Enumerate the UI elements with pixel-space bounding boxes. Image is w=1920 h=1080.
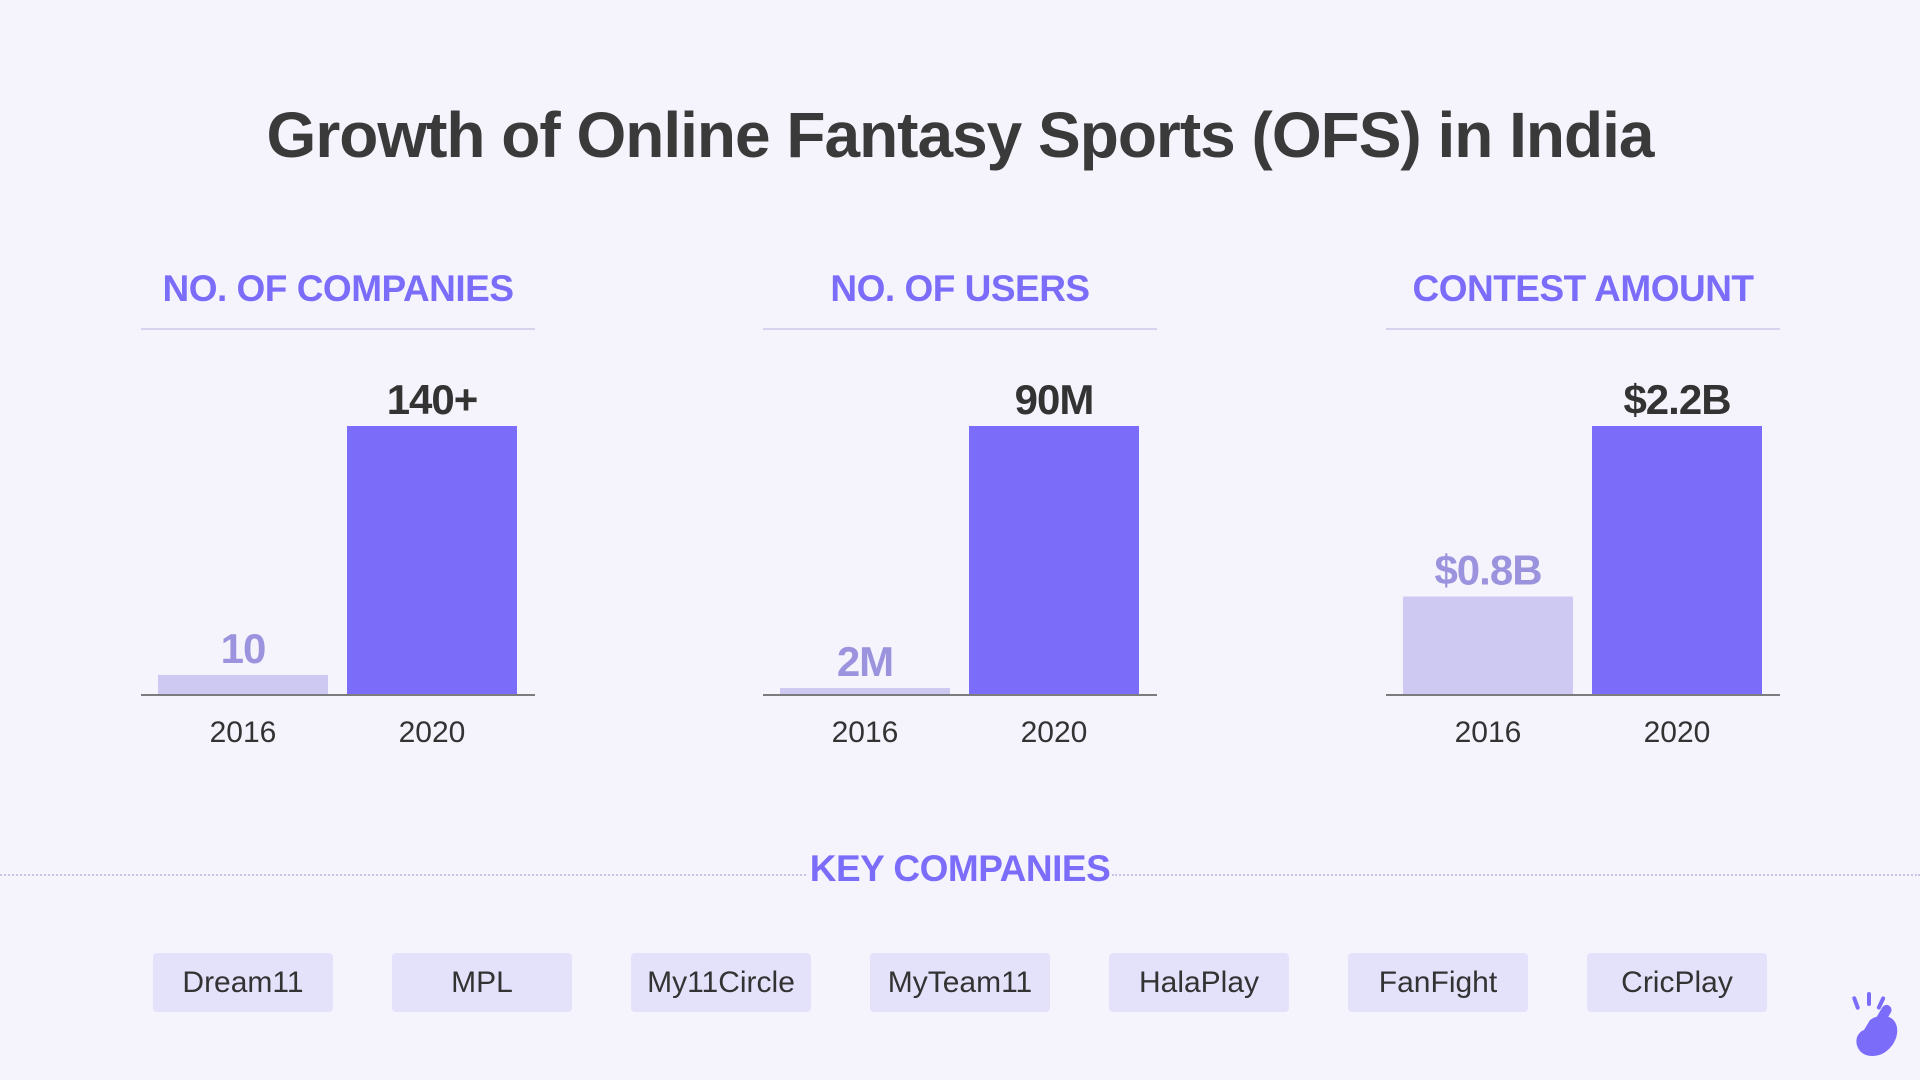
key-companies-divider-right — [1112, 874, 1920, 876]
key-companies-divider-left — [0, 874, 806, 876]
heading-divider — [763, 328, 1157, 330]
bar-chart-contest-amount: $0.8B 2016 $2.2B 2020 — [1386, 376, 1780, 749]
category-label-2016: 2016 — [832, 716, 899, 749]
company-chip: MPL — [392, 953, 572, 1012]
value-label-2020: 90M — [1015, 376, 1094, 423]
heading-divider — [141, 328, 535, 330]
chart-title: CONTEST AMOUNT — [1412, 268, 1754, 309]
chart-panel-companies: NO. OF COMPANIES 10 2016 140+ 2020 — [141, 260, 535, 760]
heading-divider — [1386, 328, 1780, 330]
value-label-2016: 10 — [221, 625, 266, 672]
bar-2020 — [969, 426, 1139, 694]
snapping-hand-icon — [1852, 992, 1898, 1056]
value-label-2016: $0.8B — [1434, 547, 1541, 594]
bar-2016 — [158, 674, 328, 694]
bar-2016 — [1403, 596, 1573, 694]
value-label-2020: 140+ — [387, 376, 478, 423]
value-label-2016: 2M — [837, 638, 893, 685]
bar-2020 — [1592, 426, 1762, 694]
company-chip: CricPlay — [1587, 953, 1767, 1012]
page-title: Growth of Online Fantasy Sports (OFS) in… — [266, 99, 1655, 171]
company-chip: FanFight — [1348, 953, 1528, 1012]
company-chip: HalaPlay — [1109, 953, 1289, 1012]
key-companies-list: Dream11 MPL My11Circle MyTeam11 HalaPlay… — [153, 953, 1767, 1012]
bar-chart-companies: 10 2016 140+ 2020 — [141, 376, 535, 749]
chart-title: NO. OF USERS — [830, 268, 1090, 309]
category-label-2020: 2020 — [1644, 716, 1711, 749]
chart-panel-contest-amount: CONTEST AMOUNT $0.8B 2016 $2.2B 2020 — [1386, 260, 1780, 760]
company-chip: Dream11 — [153, 953, 333, 1012]
category-label-2016: 2016 — [1455, 716, 1522, 749]
chart-title: NO. OF COMPANIES — [162, 268, 514, 309]
category-label-2020: 2020 — [399, 716, 466, 749]
key-companies-heading: KEY COMPANIES — [809, 848, 1111, 889]
category-label-2020: 2020 — [1021, 716, 1088, 749]
company-chip: My11Circle — [631, 953, 811, 1012]
chart-panel-users: NO. OF USERS 2M 2016 90M 2020 — [763, 260, 1157, 760]
bar-chart-users: 2M 2016 90M 2020 — [763, 376, 1157, 749]
company-chip: MyTeam11 — [870, 953, 1050, 1012]
bar-2020 — [347, 426, 517, 694]
bar-2016 — [780, 688, 950, 694]
value-label-2020: $2.2B — [1623, 376, 1730, 423]
category-label-2016: 2016 — [210, 716, 277, 749]
